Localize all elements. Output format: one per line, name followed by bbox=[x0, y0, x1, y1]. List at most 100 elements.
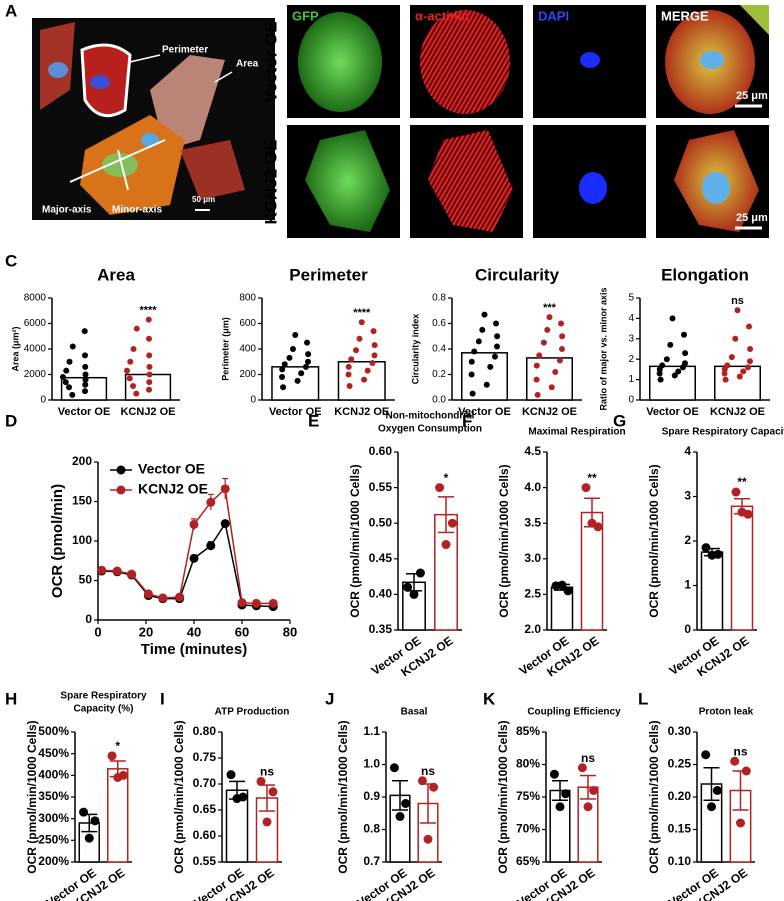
data-point bbox=[483, 381, 490, 388]
data-point bbox=[220, 519, 230, 529]
data-point bbox=[345, 371, 352, 378]
data-point bbox=[736, 373, 743, 380]
micrograph-a bbox=[32, 18, 275, 220]
data-point bbox=[481, 311, 488, 318]
data-point bbox=[536, 352, 543, 359]
y-tick-label: 50 bbox=[79, 573, 93, 587]
bar bbox=[107, 768, 129, 863]
data-point bbox=[491, 353, 498, 360]
data-point bbox=[707, 802, 716, 812]
y-tick-label: 75% bbox=[516, 789, 540, 803]
data-point bbox=[112, 566, 122, 576]
data-point bbox=[732, 335, 739, 342]
y-tick-label: 100 bbox=[72, 533, 92, 547]
data-point bbox=[279, 374, 286, 381]
data-point bbox=[113, 773, 123, 782]
y-tick-label: 0 bbox=[684, 622, 691, 636]
data-point bbox=[175, 592, 185, 602]
row-title: Vector OE bbox=[261, 21, 280, 102]
y-tick-label: 8000 bbox=[24, 293, 47, 304]
y-tick-label: 0.25 bbox=[668, 757, 692, 771]
data-point bbox=[736, 818, 745, 828]
chart-title: Spare Respiratory bbox=[60, 691, 147, 702]
y-axis-label: OCR (pmol/min/1000 Cells) bbox=[497, 464, 511, 617]
y-tick-label: 4.5 bbox=[524, 444, 541, 458]
panel-letter: F bbox=[462, 411, 472, 430]
data-point bbox=[146, 371, 153, 378]
bar bbox=[714, 365, 761, 401]
data-point bbox=[281, 361, 288, 368]
data-point bbox=[533, 362, 540, 369]
x-tick-label: 80 bbox=[283, 624, 297, 639]
data-point bbox=[730, 756, 740, 766]
data-point bbox=[294, 377, 301, 384]
y-tick-label: 250% bbox=[38, 833, 69, 847]
chart-title: Proton leak bbox=[699, 707, 754, 718]
data-point bbox=[268, 598, 278, 608]
y-axis-label: OCR (pmol/min/1000 Cells) bbox=[496, 720, 510, 873]
data-point bbox=[369, 360, 376, 367]
y-tick-label: 450% bbox=[38, 746, 69, 760]
y-tick-label: 0.70 bbox=[193, 776, 217, 790]
data-point bbox=[722, 376, 729, 383]
chart-title: ATP Production bbox=[215, 707, 290, 718]
x-tick-label: Vector OE bbox=[269, 406, 322, 418]
data-point bbox=[403, 582, 413, 592]
data-point bbox=[251, 598, 261, 608]
data-point bbox=[356, 335, 363, 342]
data-point bbox=[59, 374, 66, 381]
y-tick-label: 0.30 bbox=[668, 724, 692, 738]
data-point bbox=[583, 802, 593, 812]
data-point bbox=[146, 352, 153, 359]
data-point bbox=[663, 356, 670, 363]
data-point bbox=[468, 358, 475, 365]
bar bbox=[549, 789, 571, 863]
chart-title: Coupling Efficiency bbox=[527, 707, 621, 718]
panel-letter: K bbox=[483, 689, 496, 708]
legend-marker bbox=[116, 485, 126, 495]
scale-bar-label: 25 μm bbox=[736, 90, 768, 102]
y-tick-label: 1 bbox=[628, 374, 634, 385]
y-axis-label: OCR (pmol/min) bbox=[49, 484, 66, 598]
data-point bbox=[352, 347, 359, 354]
data-point bbox=[84, 833, 94, 843]
data-point bbox=[740, 368, 747, 375]
data-point bbox=[130, 346, 137, 352]
series-line bbox=[101, 487, 274, 605]
y-tick-label: 0.20 bbox=[668, 789, 692, 803]
data-point bbox=[143, 589, 153, 599]
y-axis-label: Circularity index bbox=[410, 314, 420, 385]
data-point bbox=[145, 316, 152, 323]
data-point bbox=[558, 346, 565, 352]
legend-label: Vector OE bbox=[138, 461, 205, 477]
data-point bbox=[447, 518, 457, 528]
y-axis-label: OCR (pmol/min/1000 Cells) bbox=[348, 464, 362, 617]
y-tick-label: 4.0 bbox=[524, 480, 541, 494]
data-point bbox=[417, 776, 427, 786]
x-tick-label: KCNJ2 OE bbox=[334, 406, 389, 418]
data-point bbox=[395, 812, 405, 821]
data-point bbox=[558, 320, 565, 327]
data-point bbox=[256, 776, 266, 786]
y-tick-label: 150 bbox=[72, 494, 92, 508]
data-point bbox=[371, 342, 378, 349]
data-point bbox=[286, 354, 293, 361]
y-tick-label: 800 bbox=[239, 293, 256, 304]
data-point bbox=[401, 799, 411, 808]
x-tick-label: KCNJ2 OE bbox=[522, 406, 577, 418]
y-tick-label: 400 bbox=[239, 344, 256, 355]
column-title: GFP bbox=[292, 8, 319, 23]
y-tick-label: 0.8 bbox=[432, 293, 446, 304]
panel-letter: C bbox=[5, 251, 17, 270]
data-point bbox=[66, 384, 73, 391]
y-tick-label: 0.6 bbox=[432, 318, 446, 329]
panel-letter: H bbox=[5, 689, 17, 708]
y-tick-label: 0.4 bbox=[432, 344, 446, 355]
data-point bbox=[127, 358, 134, 365]
data-point bbox=[493, 343, 500, 350]
data-point bbox=[556, 357, 563, 364]
data-point bbox=[371, 352, 378, 359]
y-tick-label: 65% bbox=[516, 854, 540, 868]
y-tick-label: 80% bbox=[516, 757, 540, 771]
data-point bbox=[69, 343, 76, 350]
